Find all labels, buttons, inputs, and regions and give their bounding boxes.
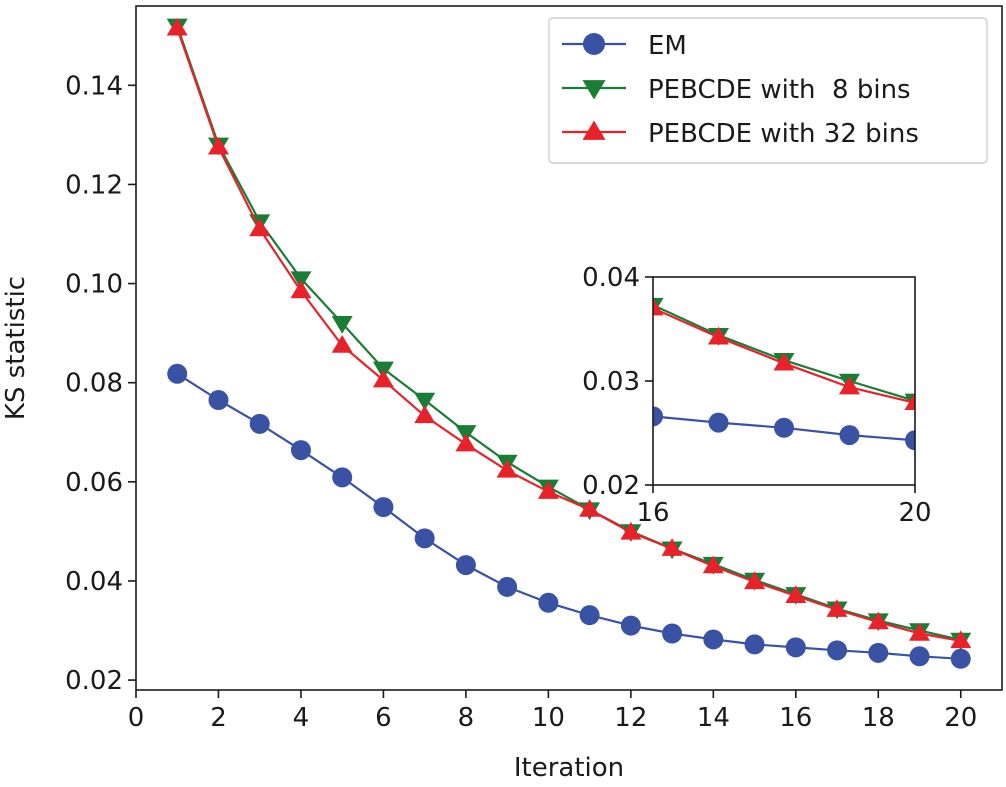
main-x-tick-label: 16	[779, 703, 812, 733]
main-data-point-em	[950, 648, 971, 669]
main-data-point-em	[167, 363, 188, 384]
main-y-tick-label: 0.06	[65, 468, 123, 498]
main-data-point-pebcde-with-8-bins	[331, 316, 353, 334]
main-data-point-em	[703, 629, 724, 650]
main-data-point-pebcde-with-32-bins	[661, 538, 683, 556]
main-data-point-pebcde-with-32-bins	[909, 623, 930, 641]
inset-x-tick-label: 20	[898, 498, 931, 528]
main-data-point-em	[249, 413, 270, 434]
main-data-point-pebcde-with-32-bins	[208, 136, 229, 155]
main-data-point-pebcde-with-32-bins	[414, 405, 436, 424]
inset-background	[653, 277, 915, 485]
inset-data-point-pebcde-with-32-bins	[708, 326, 729, 345]
inset-y-ticks: 0.02 0.03 0.04	[582, 263, 653, 501]
main-data-point-em	[538, 592, 559, 613]
main-y-tick-label: 0.04	[65, 567, 123, 597]
legend-label-em: EM	[648, 31, 687, 61]
inset-data-point-pebcde-with-32-bins	[904, 392, 915, 410]
legend-marker-pebcde-with-8-bins	[582, 80, 606, 100]
inset-data-point-em	[653, 406, 663, 427]
inset-data-point-em	[905, 430, 915, 451]
main-data-point-pebcde-with-32-bins	[620, 521, 642, 540]
inset-data-point-em	[708, 412, 729, 433]
main-data-point-em	[332, 467, 353, 488]
main-data-point-pebcde-with-8-bins	[290, 271, 312, 290]
inset-x-tick-label: 16	[636, 498, 669, 528]
inset-data-point-pebcde-with-32-bins	[653, 297, 664, 316]
main-x-tick-label: 0	[128, 703, 145, 733]
inset-data-point-em	[839, 425, 860, 446]
main-data-point-pebcde-with-32-bins	[744, 571, 766, 590]
main-x-ticks: 0 2 4 6 8 10 12 14 16 18 20	[128, 690, 977, 733]
main-x-tick-label: 4	[293, 703, 310, 733]
main-data-point-em	[785, 637, 806, 658]
main-x-tick-label: 14	[697, 703, 730, 733]
main-data-point-em	[868, 642, 889, 663]
main-data-point-em	[620, 615, 641, 636]
legend-box	[548, 17, 988, 164]
main-data-point-pebcde-with-32-bins	[455, 433, 477, 452]
main-data-point-em	[414, 528, 435, 549]
main-data-point-em	[909, 646, 930, 667]
main-x-tick-label: 8	[458, 703, 475, 733]
main-data-point-pebcde-with-8-bins	[414, 392, 436, 411]
inset-y-tick-label: 0.02	[582, 471, 640, 501]
legend-label-pebcde-with-8-bins: PEBCDE with 8 bins	[648, 75, 911, 105]
main-plot-frame	[135, 5, 1003, 691]
main-x-tick-label: 12	[614, 703, 647, 733]
main-series-line-pebcde-with-32-bins	[176, 27, 961, 642]
main-x-tick-label: 18	[862, 703, 895, 733]
main-data-point-pebcde-with-32-bins	[166, 17, 188, 36]
main-y-ticks: 0.02 0.04 0.06 0.08 0.10 0.12 0.14	[65, 71, 136, 696]
main-data-point-em	[497, 576, 518, 597]
legend-marker-em	[583, 33, 605, 55]
main-data-point-pebcde-with-32-bins	[950, 630, 972, 649]
main-data-point-pebcde-with-32-bins	[702, 555, 724, 574]
main-x-tick-label: 20	[944, 703, 977, 733]
inset-series-layer	[653, 297, 915, 451]
main-data-point-em	[827, 640, 848, 661]
main-data-point-em	[290, 440, 311, 461]
main-y-tick-label: 0.12	[65, 170, 123, 200]
main-data-point-em	[455, 555, 476, 576]
main-data-point-em	[662, 623, 683, 644]
main-y-tick-label: 0.02	[65, 666, 123, 696]
main-y-tick-label: 0.14	[65, 71, 123, 101]
main-data-point-em	[208, 390, 229, 411]
main-data-point-pebcde-with-32-bins	[579, 499, 601, 517]
main-data-point-pebcde-with-32-bins	[826, 599, 848, 617]
inset-y-tick-label: 0.03	[582, 367, 640, 397]
legend-entries: EM PEBCDE with 8 bins PEBCDE with 32 bins	[562, 31, 919, 149]
main-data-point-em	[744, 634, 765, 655]
main-y-tick-label: 0.10	[65, 270, 123, 300]
y-axis-label: KS statistic	[1, 276, 31, 420]
main-data-point-pebcde-with-32-bins	[537, 481, 559, 499]
inset-data-point-pebcde-with-32-bins	[839, 376, 860, 395]
legend-label-pebcde-with-32-bins: PEBCDE with 32 bins	[648, 119, 919, 149]
main-data-point-pebcde-with-32-bins	[331, 335, 353, 353]
main-data-point-pebcde-with-32-bins	[249, 218, 271, 237]
legend: EM PEBCDE with 8 bins PEBCDE with 32 bins	[548, 17, 988, 164]
main-x-tick-label: 6	[375, 703, 392, 733]
main-data-point-em	[373, 497, 394, 518]
legend-marker-pebcde-with-32-bins	[582, 120, 606, 140]
main-data-point-em	[579, 605, 600, 626]
inset-y-tick-label: 0.04	[582, 263, 640, 293]
main-data-point-pebcde-with-32-bins	[785, 585, 807, 603]
main-x-tick-label: 2	[210, 703, 227, 733]
main-series-layer	[166, 17, 972, 669]
inset-chart: 16 20 0.020.030.04	[582, 263, 931, 528]
main-data-point-pebcde-with-32-bins	[372, 369, 394, 388]
main-x-tick-label: 10	[532, 703, 565, 733]
main-y-tick-label: 0.08	[65, 369, 123, 399]
main-data-point-pebcde-with-32-bins	[496, 459, 518, 478]
inset-data-point-pebcde-with-32-bins	[773, 352, 795, 371]
main-data-point-pebcde-with-32-bins	[867, 611, 889, 630]
inset-data-point-em	[774, 417, 794, 438]
inset-x-ticks: 16 20	[636, 485, 932, 528]
x-axis-label: Iteration	[514, 753, 624, 782]
main-data-point-pebcde-with-32-bins	[290, 280, 312, 299]
